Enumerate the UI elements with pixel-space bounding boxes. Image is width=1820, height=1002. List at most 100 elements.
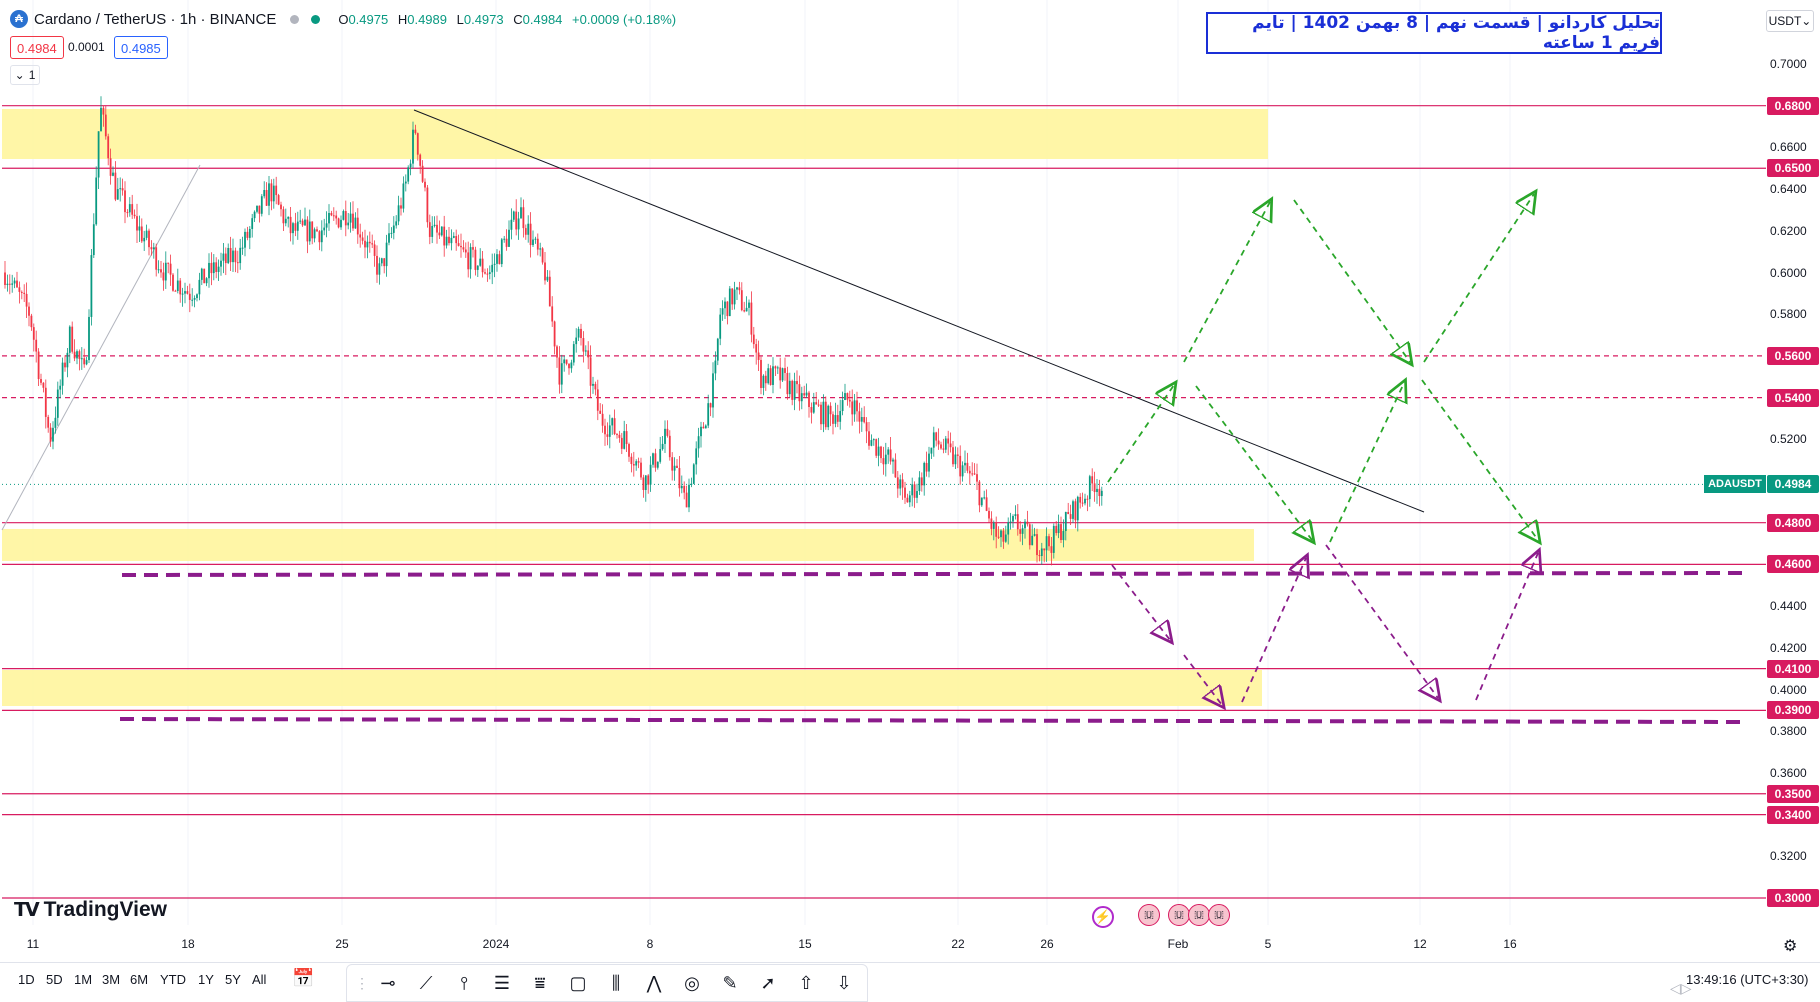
candle-body: [985, 497, 988, 511]
candle-body: [200, 268, 203, 280]
candle-body: [956, 454, 959, 456]
candle-body: [217, 266, 220, 272]
parallel-channel-icon[interactable]: ☰: [493, 972, 511, 993]
range-button-5y[interactable]: 5Y: [225, 972, 241, 987]
buy-price-button[interactable]: 0.4985: [114, 36, 168, 59]
pitchfork-icon[interactable]: ⩸: [534, 972, 546, 993]
candle-body: [546, 276, 549, 281]
settings-icon[interactable]: ⚙: [1783, 938, 1798, 955]
candle-body: [258, 205, 261, 214]
candle-body: [572, 344, 575, 363]
us-flag-event-icon[interactable]: 🇺: [1138, 904, 1160, 926]
range-button-1d[interactable]: 1D: [18, 972, 35, 987]
time-tick-label: 2024: [482, 937, 510, 951]
candle-body: [1012, 516, 1014, 522]
candle-body: [1014, 514, 1017, 517]
symbol-title[interactable]: Cardano / TetherUS · 1h · BINANCE: [34, 10, 277, 28]
tradingview-logo[interactable]: 𝗧𝗩 TradingView: [14, 898, 167, 921]
candle-body: [740, 290, 743, 311]
range-button-ytd[interactable]: YTD: [160, 972, 186, 987]
candle-body: [4, 272, 6, 286]
candle-body: [464, 249, 467, 253]
us-flag-event-icon[interactable]: 🇺: [1168, 904, 1190, 926]
candle-body: [138, 226, 141, 231]
candle-body: [409, 163, 412, 168]
candle-body: [676, 465, 678, 469]
circle-icon[interactable]: ◎: [684, 972, 700, 993]
candle-body: [270, 183, 273, 202]
candle-body: [534, 238, 537, 240]
candle-body: [856, 400, 858, 412]
brush-icon[interactable]: ✎: [722, 972, 738, 993]
candle-body: [1057, 524, 1060, 534]
candle-body: [479, 258, 482, 266]
range-button-1m[interactable]: 1M: [74, 972, 93, 987]
arrow-up-icon[interactable]: ⇧: [798, 972, 814, 993]
us-flag-event-icon[interactable]: 🇺: [1208, 904, 1230, 926]
range-button-6m[interactable]: 6M: [130, 972, 149, 987]
candle-body: [935, 432, 938, 441]
vertical-line-icon[interactable]: ⫯: [460, 972, 468, 993]
candle-body: [844, 393, 846, 401]
candle-body: [517, 218, 520, 230]
candle-body: [632, 464, 635, 466]
clock[interactable]: 13:49:16 (UTC+3:30): [1686, 972, 1809, 987]
rectangle-icon[interactable]: ▢: [569, 972, 587, 993]
candle-body: [210, 262, 213, 274]
candle-body: [913, 484, 916, 498]
candle-body: [496, 254, 498, 264]
candle-body: [1086, 498, 1089, 500]
range-button-all[interactable]: All: [252, 972, 267, 987]
level-price-tag: 0.3500: [1767, 784, 1819, 803]
candle-body: [796, 381, 798, 385]
trendline-icon[interactable]: ⟋: [419, 972, 433, 993]
candle-body: [373, 244, 376, 256]
candle-body: [212, 262, 215, 274]
candle-body: [407, 167, 410, 182]
grip-icon[interactable]: ⋮: [355, 974, 369, 991]
bars-pattern-icon[interactable]: ⫼: [611, 972, 621, 993]
candle-body: [294, 223, 297, 231]
candle-body: [647, 475, 650, 485]
candle-body: [116, 189, 119, 200]
candle-body: [894, 459, 897, 478]
abcd-icon[interactable]: ⋀: [646, 972, 662, 993]
arrow-down-icon[interactable]: ⇩: [836, 972, 852, 993]
candle-body: [966, 462, 969, 471]
candle-body: [702, 426, 705, 429]
candle-body: [916, 491, 918, 498]
range-button-5d[interactable]: 5D: [46, 972, 63, 987]
us-flag-event-icon[interactable]: 🇺: [1188, 904, 1210, 926]
bottom-toolbar: [0, 962, 1820, 1002]
candle-body: [596, 389, 599, 411]
drawing-toolbar: ⋮ ⊸ ⟋ ⫯ ☰ ⩸ ▢ ⫼ ⋀ ◎ ✎ ➚ ⇧ ⇩: [346, 964, 868, 1002]
flash-icon[interactable]: ⚡: [1092, 906, 1114, 928]
level-price-tag: 0.4100: [1767, 659, 1819, 678]
candle-body: [620, 437, 623, 449]
arrow-icon[interactable]: ➚: [760, 972, 776, 993]
range-button-3m[interactable]: 3M: [102, 972, 121, 987]
candle-body: [323, 227, 326, 231]
candle-body: [131, 204, 134, 215]
scroll-handle-icon[interactable]: ◁▷: [1670, 980, 1692, 996]
candle-body: [1000, 530, 1002, 538]
sell-price-button[interactable]: 0.4984: [10, 36, 64, 59]
candle-body: [731, 288, 734, 305]
spread-value: 0.0001: [68, 40, 105, 54]
currency-select[interactable]: USDT ⌄: [1766, 10, 1814, 32]
candle-body: [121, 188, 124, 191]
candle-body: [68, 326, 71, 353]
calendar-icon[interactable]: 📅: [292, 968, 315, 988]
candle-body: [268, 183, 270, 206]
candle-body: [980, 497, 983, 506]
range-button-1y[interactable]: 1Y: [198, 972, 214, 987]
candle-body: [671, 457, 674, 471]
high-value: 0.4989: [407, 11, 447, 27]
horizontal-ray-icon[interactable]: ⊸: [380, 972, 396, 993]
candle-body: [455, 236, 458, 244]
indicators-collapse-button[interactable]: ⌄ 1: [10, 65, 40, 85]
candle-body: [347, 222, 350, 226]
candle-body: [102, 107, 105, 115]
candle-body: [834, 415, 837, 424]
